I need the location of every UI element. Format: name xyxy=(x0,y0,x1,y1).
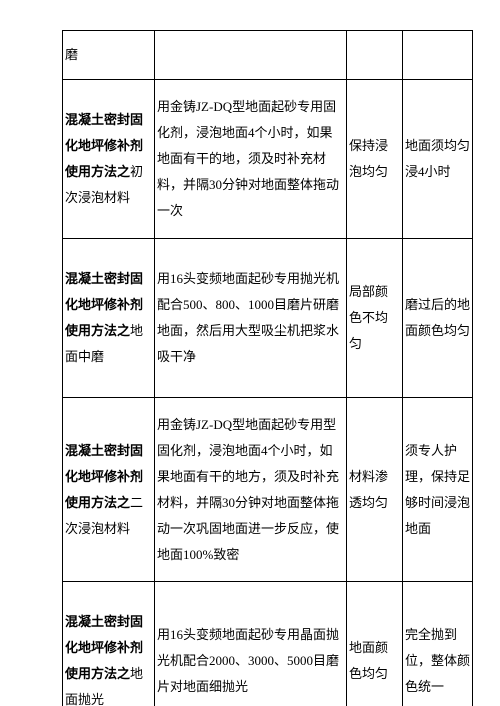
row-col4 xyxy=(403,31,473,80)
table-row: 混凝土密封固化地坪修补剂使用方法之初次浸泡材料用金铸JZ-DQ型地面起砂专用固化… xyxy=(63,80,473,239)
row-col3: 地面颜色均匀 xyxy=(347,582,403,706)
table-row: 混凝土密封固化地坪修补剂使用方法之地面抛光用16头变频地面起砂专用晶面抛光机配合… xyxy=(63,582,473,706)
table-body: 磨混凝土密封固化地坪修补剂使用方法之初次浸泡材料用金铸JZ-DQ型地面起砂专用固… xyxy=(63,31,473,706)
row-description: 用金铸JZ-DQ型地面起砂专用固化剂，浸泡地面4个小时，如果地面有干的地，须及时… xyxy=(155,80,347,239)
row-col3: 保持浸泡均匀 xyxy=(347,80,403,239)
row-col4: 磨过后的地面颜色均匀 xyxy=(403,239,473,398)
row-description: 用16头变频地面起砂专用抛光机配合500、800、1000目磨片研磨地面，然后用… xyxy=(155,239,347,398)
row-col3: 材料渗透均匀 xyxy=(347,398,403,582)
row-label: 混凝土密封固化地坪修补剂使用方法之地面中磨 xyxy=(63,239,155,398)
row-col4: 地面须均匀浸4小时 xyxy=(403,80,473,239)
row-description: 用金铸JZ-DQ型地面起砂专用型固化剂，浸泡地面4个小时，如果地面有干的地方，须… xyxy=(155,398,347,582)
row-col3 xyxy=(347,31,403,80)
row-label: 混凝土密封固化地坪修补剂使用方法之地面抛光 xyxy=(63,582,155,706)
row-col4: 须专人护理，保持足够时间浸泡地面 xyxy=(403,398,473,582)
table-row: 磨 xyxy=(63,31,473,80)
row-description xyxy=(155,31,347,80)
row-label: 混凝土密封固化地坪修补剂使用方法之初次浸泡材料 xyxy=(63,80,155,239)
page-container: { "rows": [ { "label_bold": "", "label_p… xyxy=(0,0,500,706)
row-col3: 局部颜色不均匀 xyxy=(347,239,403,398)
row-label: 磨 xyxy=(63,31,155,80)
doc-table: 磨混凝土密封固化地坪修补剂使用方法之初次浸泡材料用金铸JZ-DQ型地面起砂专用固… xyxy=(62,30,473,706)
row-description: 用16头变频地面起砂专用晶面抛光机配合2000、3000、5000目磨片对地面细… xyxy=(155,582,347,706)
row-label: 混凝土密封固化地坪修补剂使用方法之二次浸泡材料 xyxy=(63,398,155,582)
label-plain: 磨 xyxy=(65,47,78,62)
table-row: 混凝土密封固化地坪修补剂使用方法之地面中磨用16头变频地面起砂专用抛光机配合50… xyxy=(63,239,473,398)
table-row: 混凝土密封固化地坪修补剂使用方法之二次浸泡材料用金铸JZ-DQ型地面起砂专用型固… xyxy=(63,398,473,582)
row-col4: 完全抛到位，整体颜色统一 xyxy=(403,582,473,706)
